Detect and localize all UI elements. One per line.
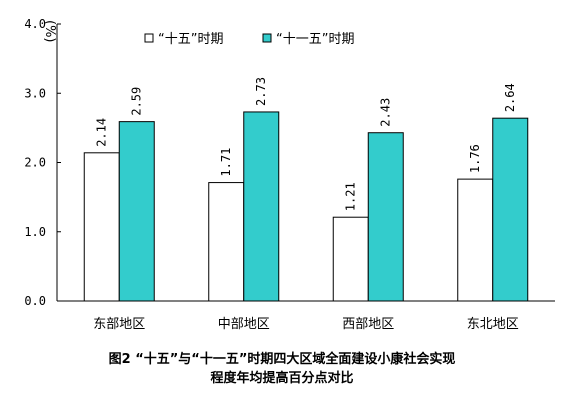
- category-label: 中部地区: [218, 317, 270, 332]
- category-label: 西部地区: [342, 317, 394, 332]
- legend-swatch: [144, 33, 154, 43]
- y-axis-unit-label: (%): [42, 20, 57, 43]
- bar-shiyiwu: [367, 132, 404, 302]
- y-tick-label: 0.0: [24, 294, 46, 308]
- y-axis-ticks: 0.0 1.0 2.0 3.0 4.0: [24, 17, 61, 308]
- bar-shiwu: [83, 152, 120, 302]
- bar-value-label: 2.43: [379, 98, 393, 127]
- bar-value-label: 2.64: [503, 83, 517, 112]
- bar-chart: (%) 0.0 1.0 2.0 3.0 4.0 2.14 2.59 1.71 2.73 1.21…: [24, 17, 555, 332]
- bar-shiyiwu: [492, 117, 529, 302]
- y-tick-label: 4.0: [24, 17, 46, 31]
- bar-value-label: 1.76: [468, 144, 482, 173]
- bar-shiwu: [208, 182, 245, 302]
- figure-caption-line-2: 程度年均提高百分点对比: [210, 371, 354, 386]
- y-tick-label: 1.0: [24, 225, 46, 239]
- data-labels: 2.14 2.59 1.71 2.73 1.21 2.43 1.76 2.64: [95, 77, 518, 211]
- category-label: 东部地区: [93, 317, 145, 332]
- bar-value-label: 2.73: [254, 77, 268, 106]
- legend-label: “十一五”时期: [276, 32, 354, 47]
- bar-marks: [83, 111, 529, 302]
- legend-swatch: [262, 33, 272, 43]
- bar-shiyiwu: [118, 121, 155, 302]
- category-labels: 东部地区 中部地区 西部地区 东北地区: [93, 317, 519, 332]
- chart-legend: “十五”时期 “十一五”时期: [144, 32, 354, 47]
- category-label: 东北地区: [467, 317, 519, 332]
- bar-value-label: 2.59: [130, 87, 144, 116]
- bar-shiwu: [332, 216, 369, 302]
- legend-label: “十五”时期: [158, 32, 223, 47]
- y-tick-label: 2.0: [24, 156, 46, 170]
- bar-shiwu: [457, 178, 494, 302]
- bar-value-label: 2.14: [95, 118, 109, 147]
- bar-value-label: 1.71: [219, 148, 233, 177]
- y-tick-label: 3.0: [24, 86, 46, 100]
- figure-caption-line-1: 图2 “十五”与“十一五”时期四大区域全面建设小康社会实现: [108, 352, 456, 367]
- bar-value-label: 1.21: [344, 182, 358, 211]
- bar-shiyiwu: [243, 111, 280, 302]
